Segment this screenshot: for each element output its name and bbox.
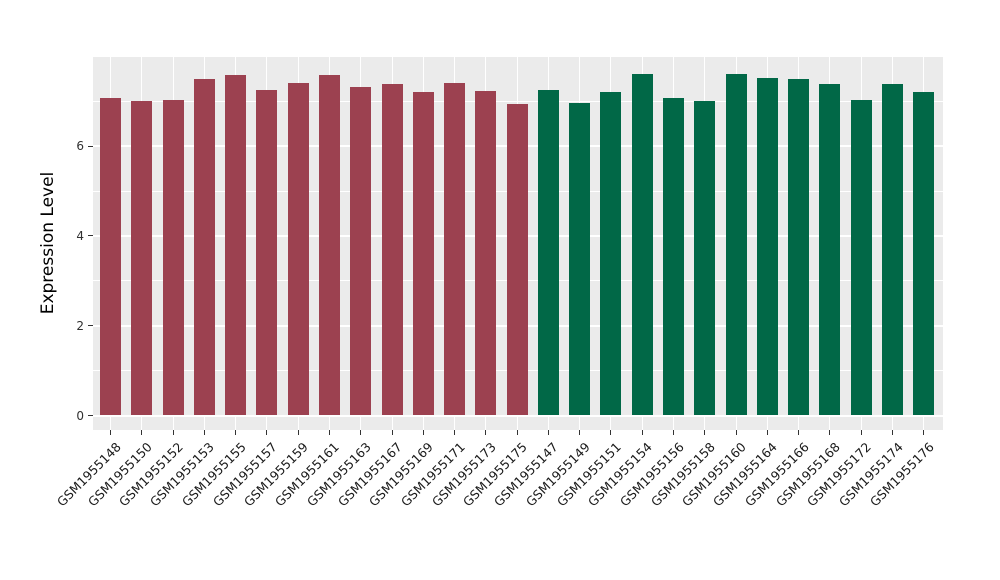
bar-GSM1955171	[444, 82, 466, 416]
bar-GSM1955154	[631, 73, 653, 416]
x-tick-mark	[172, 430, 174, 435]
bar-GSM1955149	[569, 102, 591, 416]
x-tick-mark	[641, 430, 643, 435]
bar-GSM1955160	[725, 73, 747, 416]
x-tick-mark	[892, 430, 893, 435]
x-tick-mark	[829, 430, 831, 435]
bar-GSM1955159	[287, 82, 309, 416]
x-tick-mark	[579, 430, 581, 435]
y-axis-title: Expression Level	[38, 171, 58, 315]
bar-GSM1955167	[381, 84, 403, 416]
y-tick-label: 4	[76, 228, 84, 243]
y-tick-mark	[88, 415, 93, 416]
y-tick-mark	[88, 325, 93, 327]
bar-GSM1955173	[475, 90, 497, 416]
bar-GSM1955157	[256, 89, 278, 416]
x-tick-mark	[610, 430, 612, 435]
bar-GSM1955164	[756, 77, 778, 416]
x-tick-mark	[798, 430, 800, 435]
minor-gridline	[93, 100, 943, 102]
x-tick-mark	[923, 430, 925, 435]
x-tick-mark	[141, 430, 143, 435]
bar-GSM1955155	[225, 74, 247, 416]
y-tick-label: 6	[76, 139, 84, 154]
x-tick-mark	[735, 430, 737, 435]
bar-GSM1955158	[694, 101, 716, 416]
x-tick-mark	[485, 430, 487, 435]
y-tick-mark	[88, 235, 93, 237]
bar-GSM1955175	[506, 103, 528, 416]
bar-GSM1955169	[412, 92, 434, 416]
x-tick-mark	[360, 430, 362, 435]
x-tick-mark	[704, 430, 706, 435]
x-tick-mark	[328, 430, 330, 435]
bar-GSM1955152	[162, 99, 184, 416]
bar-GSM1955174	[882, 84, 903, 416]
x-tick-mark	[110, 430, 111, 435]
x-tick-mark	[266, 430, 268, 435]
bar-GSM1955176	[913, 92, 935, 416]
bar-GSM1955156	[663, 98, 685, 416]
x-tick-mark	[203, 430, 205, 435]
major-gridline	[93, 414, 943, 417]
y-tick-label: 2	[76, 318, 84, 333]
bar-GSM1955151	[600, 92, 622, 416]
bar-GSM1955161	[318, 74, 340, 416]
x-tick-mark	[766, 430, 768, 435]
x-tick-mark	[547, 430, 549, 435]
bar-GSM1955168	[819, 84, 841, 416]
bar-GSM1955147	[537, 89, 559, 416]
plot-panel	[93, 57, 943, 430]
x-tick-mark	[422, 430, 424, 435]
bar-GSM1955150	[131, 101, 153, 416]
x-tick-mark	[516, 430, 518, 435]
x-tick-mark	[454, 430, 456, 435]
bar-GSM1955166	[788, 79, 810, 416]
y-tick-label: 0	[76, 408, 84, 423]
x-tick-mark	[860, 430, 862, 435]
bar-GSM1955153	[193, 79, 215, 416]
x-tick-mark	[297, 430, 299, 435]
y-tick-mark	[88, 145, 93, 147]
x-tick-mark	[673, 430, 675, 435]
x-tick-mark	[235, 430, 237, 435]
x-tick-mark	[391, 430, 393, 435]
bar-GSM1955148	[100, 97, 121, 416]
bar-GSM1955163	[350, 86, 372, 416]
bar-GSM1955172	[850, 99, 872, 416]
